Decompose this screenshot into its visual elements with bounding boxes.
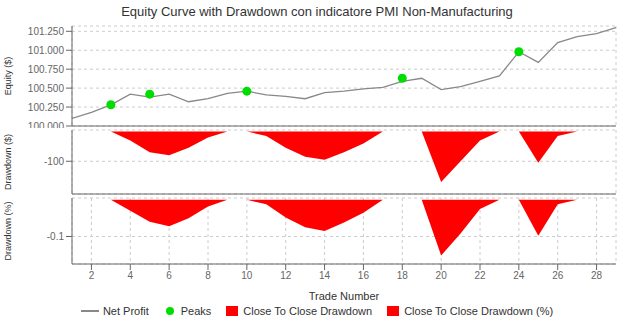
svg-text:-100: -100 (44, 156, 64, 167)
svg-text:12: 12 (280, 270, 292, 281)
svg-text:100.000: 100.000 (28, 121, 65, 128)
svg-text:100.750: 100.750 (28, 64, 65, 75)
svg-text:18: 18 (397, 270, 409, 281)
svg-text:4: 4 (128, 270, 134, 281)
svg-text:20: 20 (436, 270, 448, 281)
svg-text:28: 28 (591, 270, 603, 281)
svg-text:100.250: 100.250 (28, 102, 65, 113)
svg-text:100.500: 100.500 (28, 83, 65, 94)
svg-text:2: 2 (89, 270, 95, 281)
svg-text:26: 26 (552, 270, 564, 281)
svg-text:24: 24 (513, 270, 525, 281)
svg-text:6: 6 (166, 270, 172, 281)
svg-text:Drawdown (%): Drawdown (%) (8, 201, 13, 260)
svg-text:16: 16 (358, 270, 370, 281)
svg-text:14: 14 (319, 270, 331, 281)
svg-text:Equity ($): Equity ($) (8, 57, 13, 96)
html-text:Peaks: Peaks (180, 305, 212, 317)
svg-text:Drawdown ($): Drawdown ($) (8, 134, 13, 190)
html-text:Close To Close Drawdown: Close To Close Drawdown (243, 305, 373, 317)
html-text:Equity Curve with Drawdown con: Equity Curve with Drawdown con indicator… (121, 4, 513, 19)
svg-text:8: 8 (205, 270, 211, 281)
svg-text:10: 10 (241, 270, 253, 281)
svg-text:101.000: 101.000 (28, 45, 65, 56)
svg-text:Trade Number: Trade Number (309, 290, 380, 300)
svg-text:101.250: 101.250 (28, 26, 65, 37)
svg-text:-0.1: -0.1 (47, 231, 65, 242)
svg-text:22: 22 (474, 270, 486, 281)
html-text:Close To Close Drawdown (%): Close To Close Drawdown (%) (404, 305, 554, 317)
html-text:Net Profit: Net Profit (102, 305, 149, 317)
